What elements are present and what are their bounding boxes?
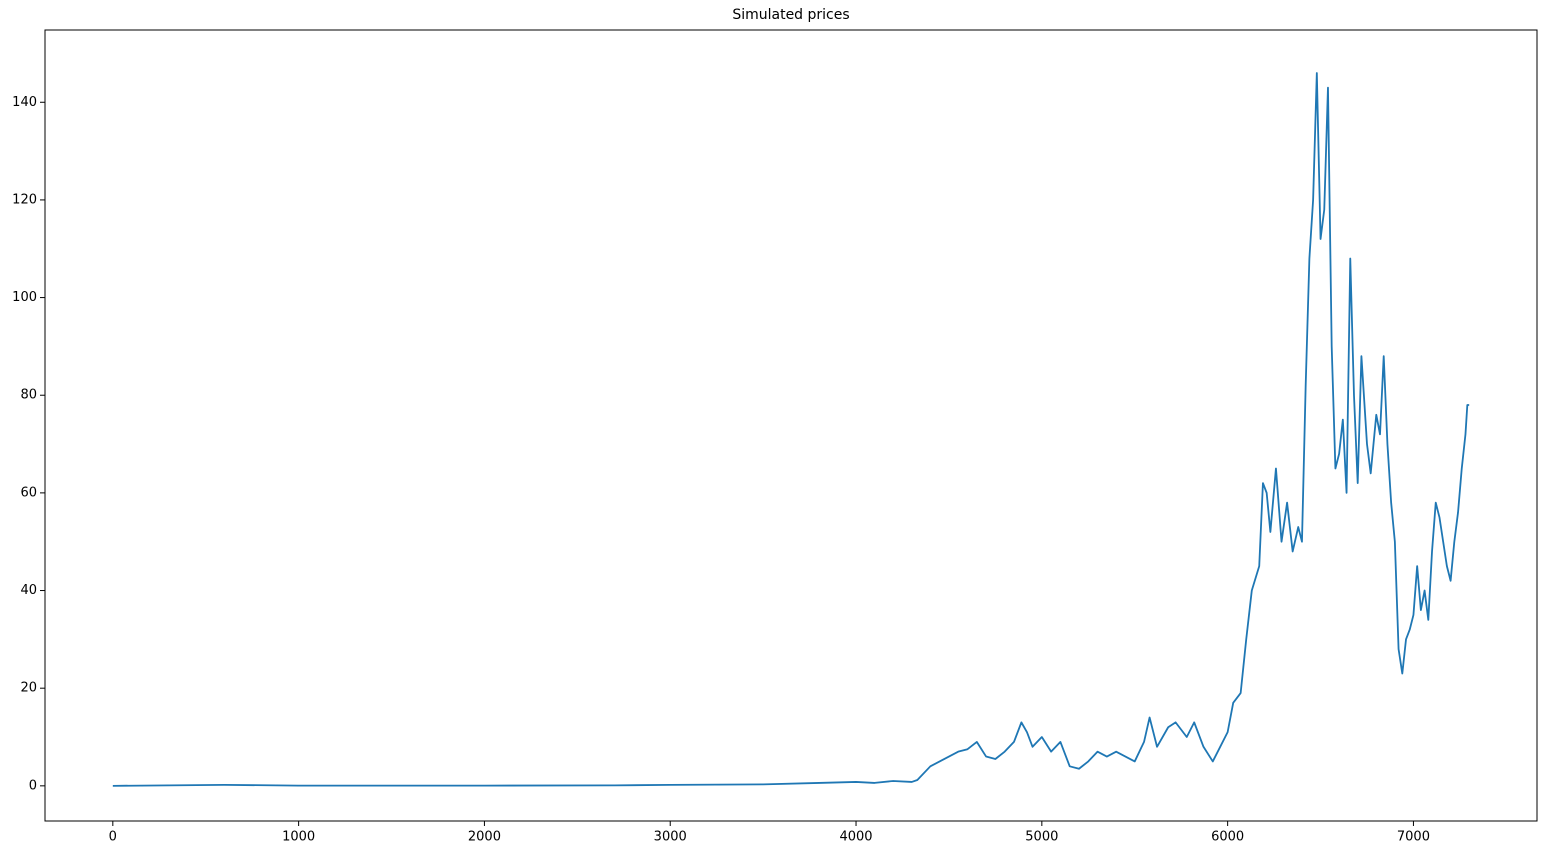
y-tick-label: 100 bbox=[12, 290, 37, 305]
x-tick-label: 5000 bbox=[1025, 830, 1058, 845]
chart-title: Simulated prices bbox=[732, 7, 849, 23]
price-line bbox=[112, 72, 1470, 787]
x-tick-label: 0 bbox=[109, 830, 117, 845]
y-tick-label: 0 bbox=[29, 778, 37, 793]
y-tick-label: 60 bbox=[20, 485, 37, 500]
x-tick-label: 4000 bbox=[839, 830, 872, 845]
plot-frame bbox=[44, 29, 1538, 822]
x-tick-label: 3000 bbox=[654, 830, 687, 845]
x-tick-label: 1000 bbox=[282, 830, 315, 845]
x-tick-label: 2000 bbox=[468, 830, 501, 845]
y-tick-label: 40 bbox=[20, 583, 37, 598]
y-tick-label: 20 bbox=[20, 681, 37, 696]
x-tick-label: 6000 bbox=[1211, 830, 1244, 845]
y-tick-label: 140 bbox=[12, 95, 37, 110]
y-tick-label: 80 bbox=[20, 388, 37, 403]
y-tick-label: 120 bbox=[12, 192, 37, 207]
x-tick-label: 7000 bbox=[1397, 830, 1430, 845]
